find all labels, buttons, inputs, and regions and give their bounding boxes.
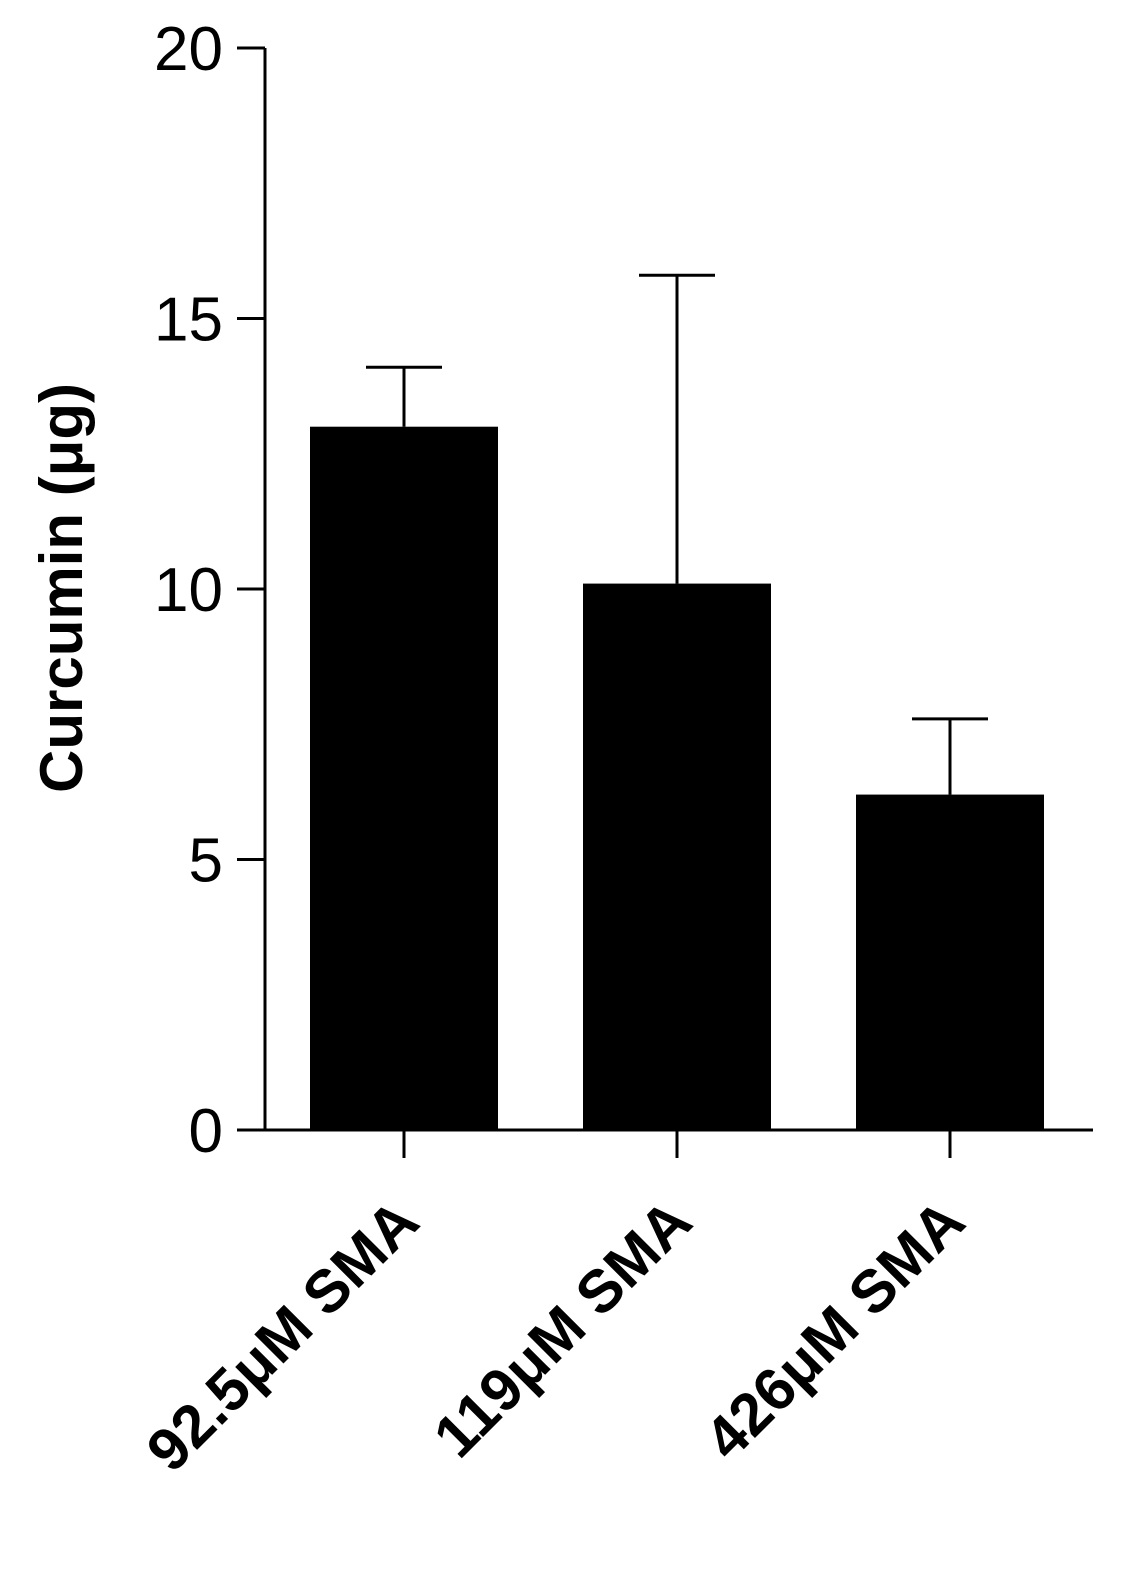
bar: [856, 794, 1044, 1130]
y-tick-label: 0: [189, 1097, 223, 1166]
x-category-label: 426μM SMA: [692, 1187, 978, 1473]
x-category-label: 119μM SMA: [421, 1187, 704, 1470]
bar: [310, 426, 498, 1130]
y-tick-label: 15: [154, 286, 223, 355]
y-axis-label: Curcumin (μg): [28, 383, 95, 793]
bar: [583, 583, 771, 1130]
x-category-label: 92.5μM SMA: [134, 1187, 431, 1484]
y-tick-label: 10: [154, 556, 223, 625]
bars-layer: [310, 273, 1044, 1130]
y-tick-label: 5: [189, 827, 223, 896]
y-tick-label: 20: [154, 15, 223, 84]
